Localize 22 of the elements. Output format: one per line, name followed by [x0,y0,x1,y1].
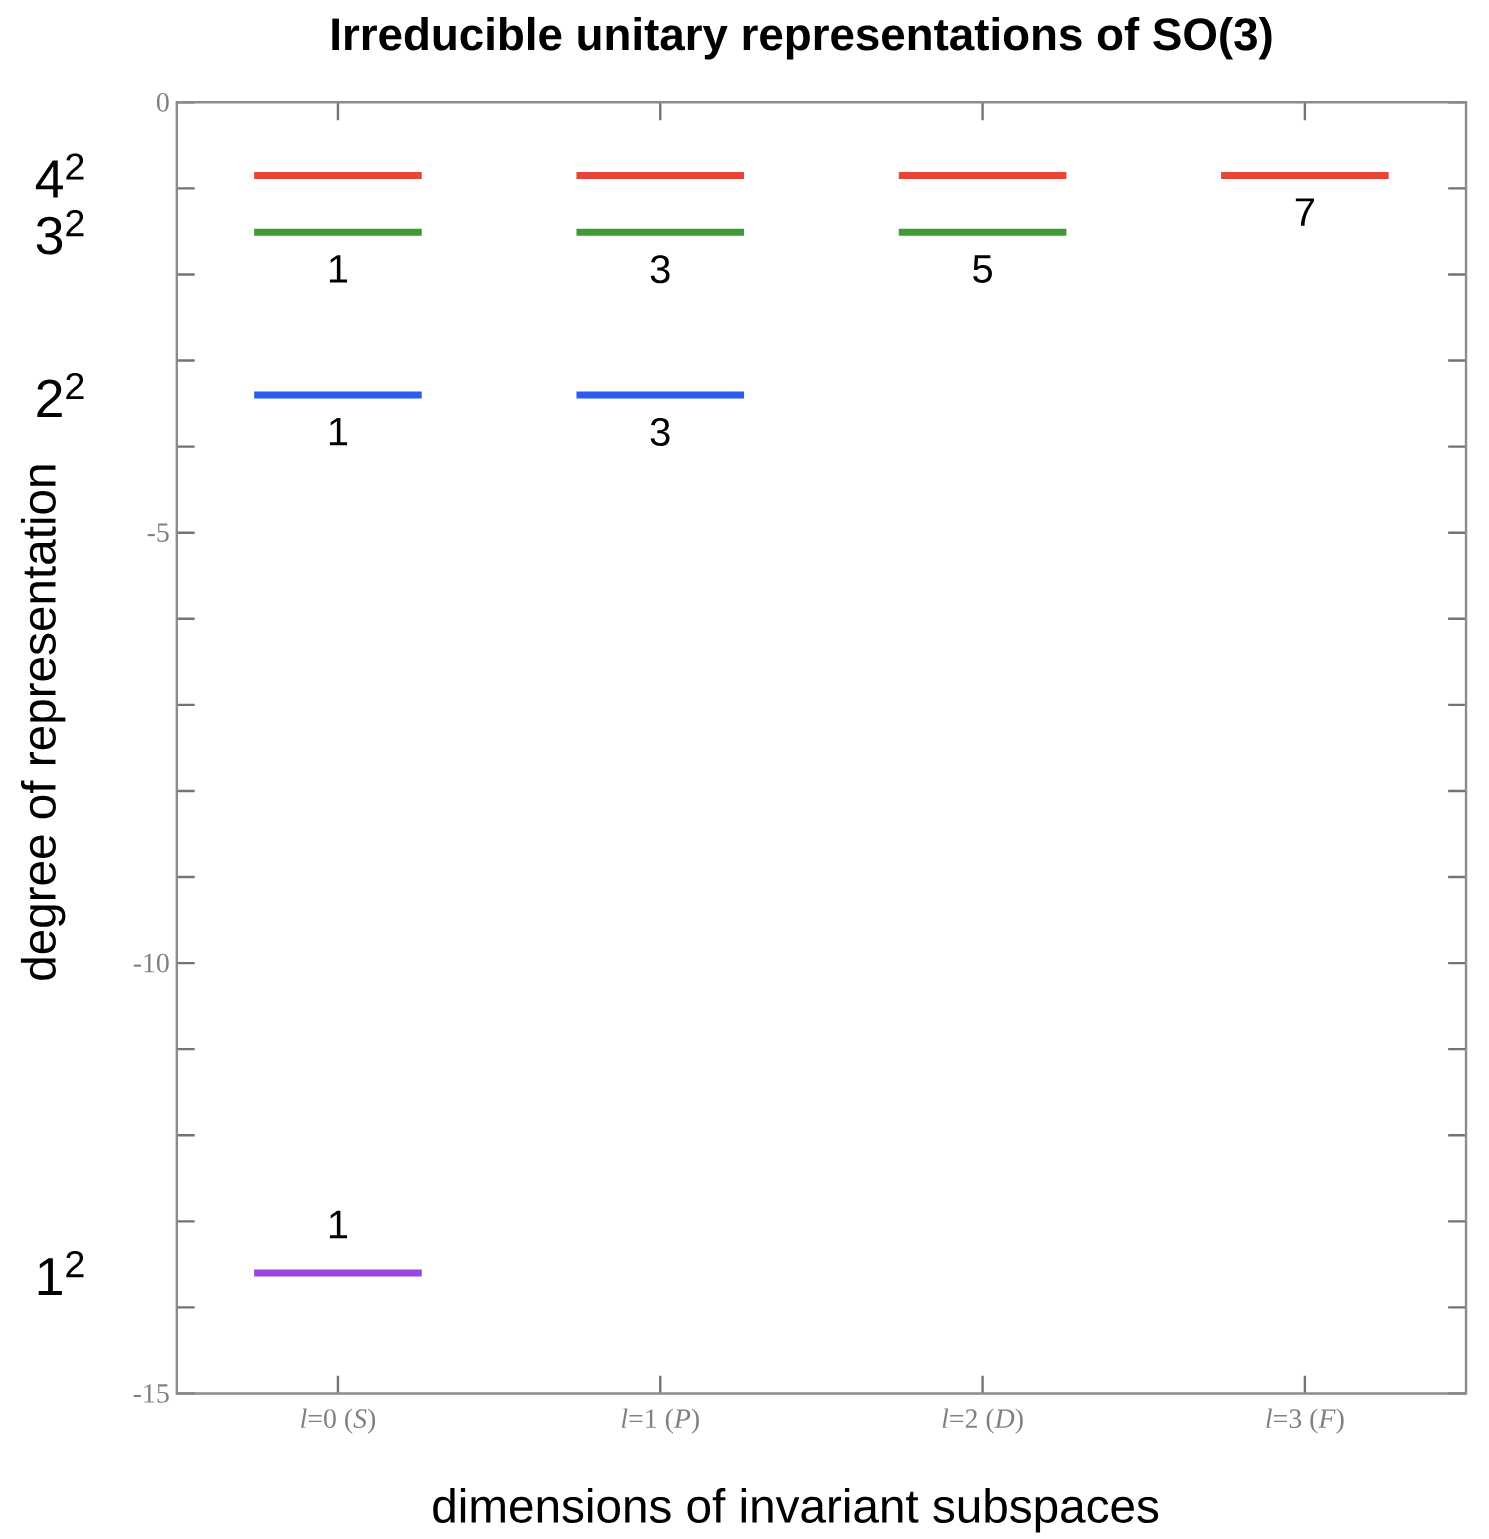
y-tick-label: -10 [133,953,169,973]
text: 1$^{2}$ [38,1250,84,1296]
y-tick-label: -15 [133,1384,169,1403]
x-tick-label: l=1 (P) [621,1408,699,1434]
text: 3$^{2}$ [36,209,84,255]
annotation: 3 [650,255,670,284]
annotation: 3 [650,417,670,446]
y-tick-label: 0 [156,92,169,112]
annotation: 7 [1295,198,1314,226]
x-tick-label: l=3 (F) [1266,1408,1344,1434]
x-tick-label: l=0 (S) [301,1408,376,1434]
annotation: 1 [329,1210,348,1239]
annotation: 5 [973,255,993,283]
text: 2$^{2}$ [37,372,84,418]
x-tick-label: l=2 (D) [942,1408,1023,1434]
annotation: 1 [329,255,348,283]
annotation: 1 [329,417,348,446]
y-tick-label: -5 [147,523,169,542]
y-axis-title: degree of representation [20,465,66,980]
text: 4$^{2}$ [35,153,84,198]
x-axis-title: dimensions of invariant subspaces [433,1487,1159,1533]
chart-title: Irreducible unitary representations of SO(3) [332,16,1272,60]
